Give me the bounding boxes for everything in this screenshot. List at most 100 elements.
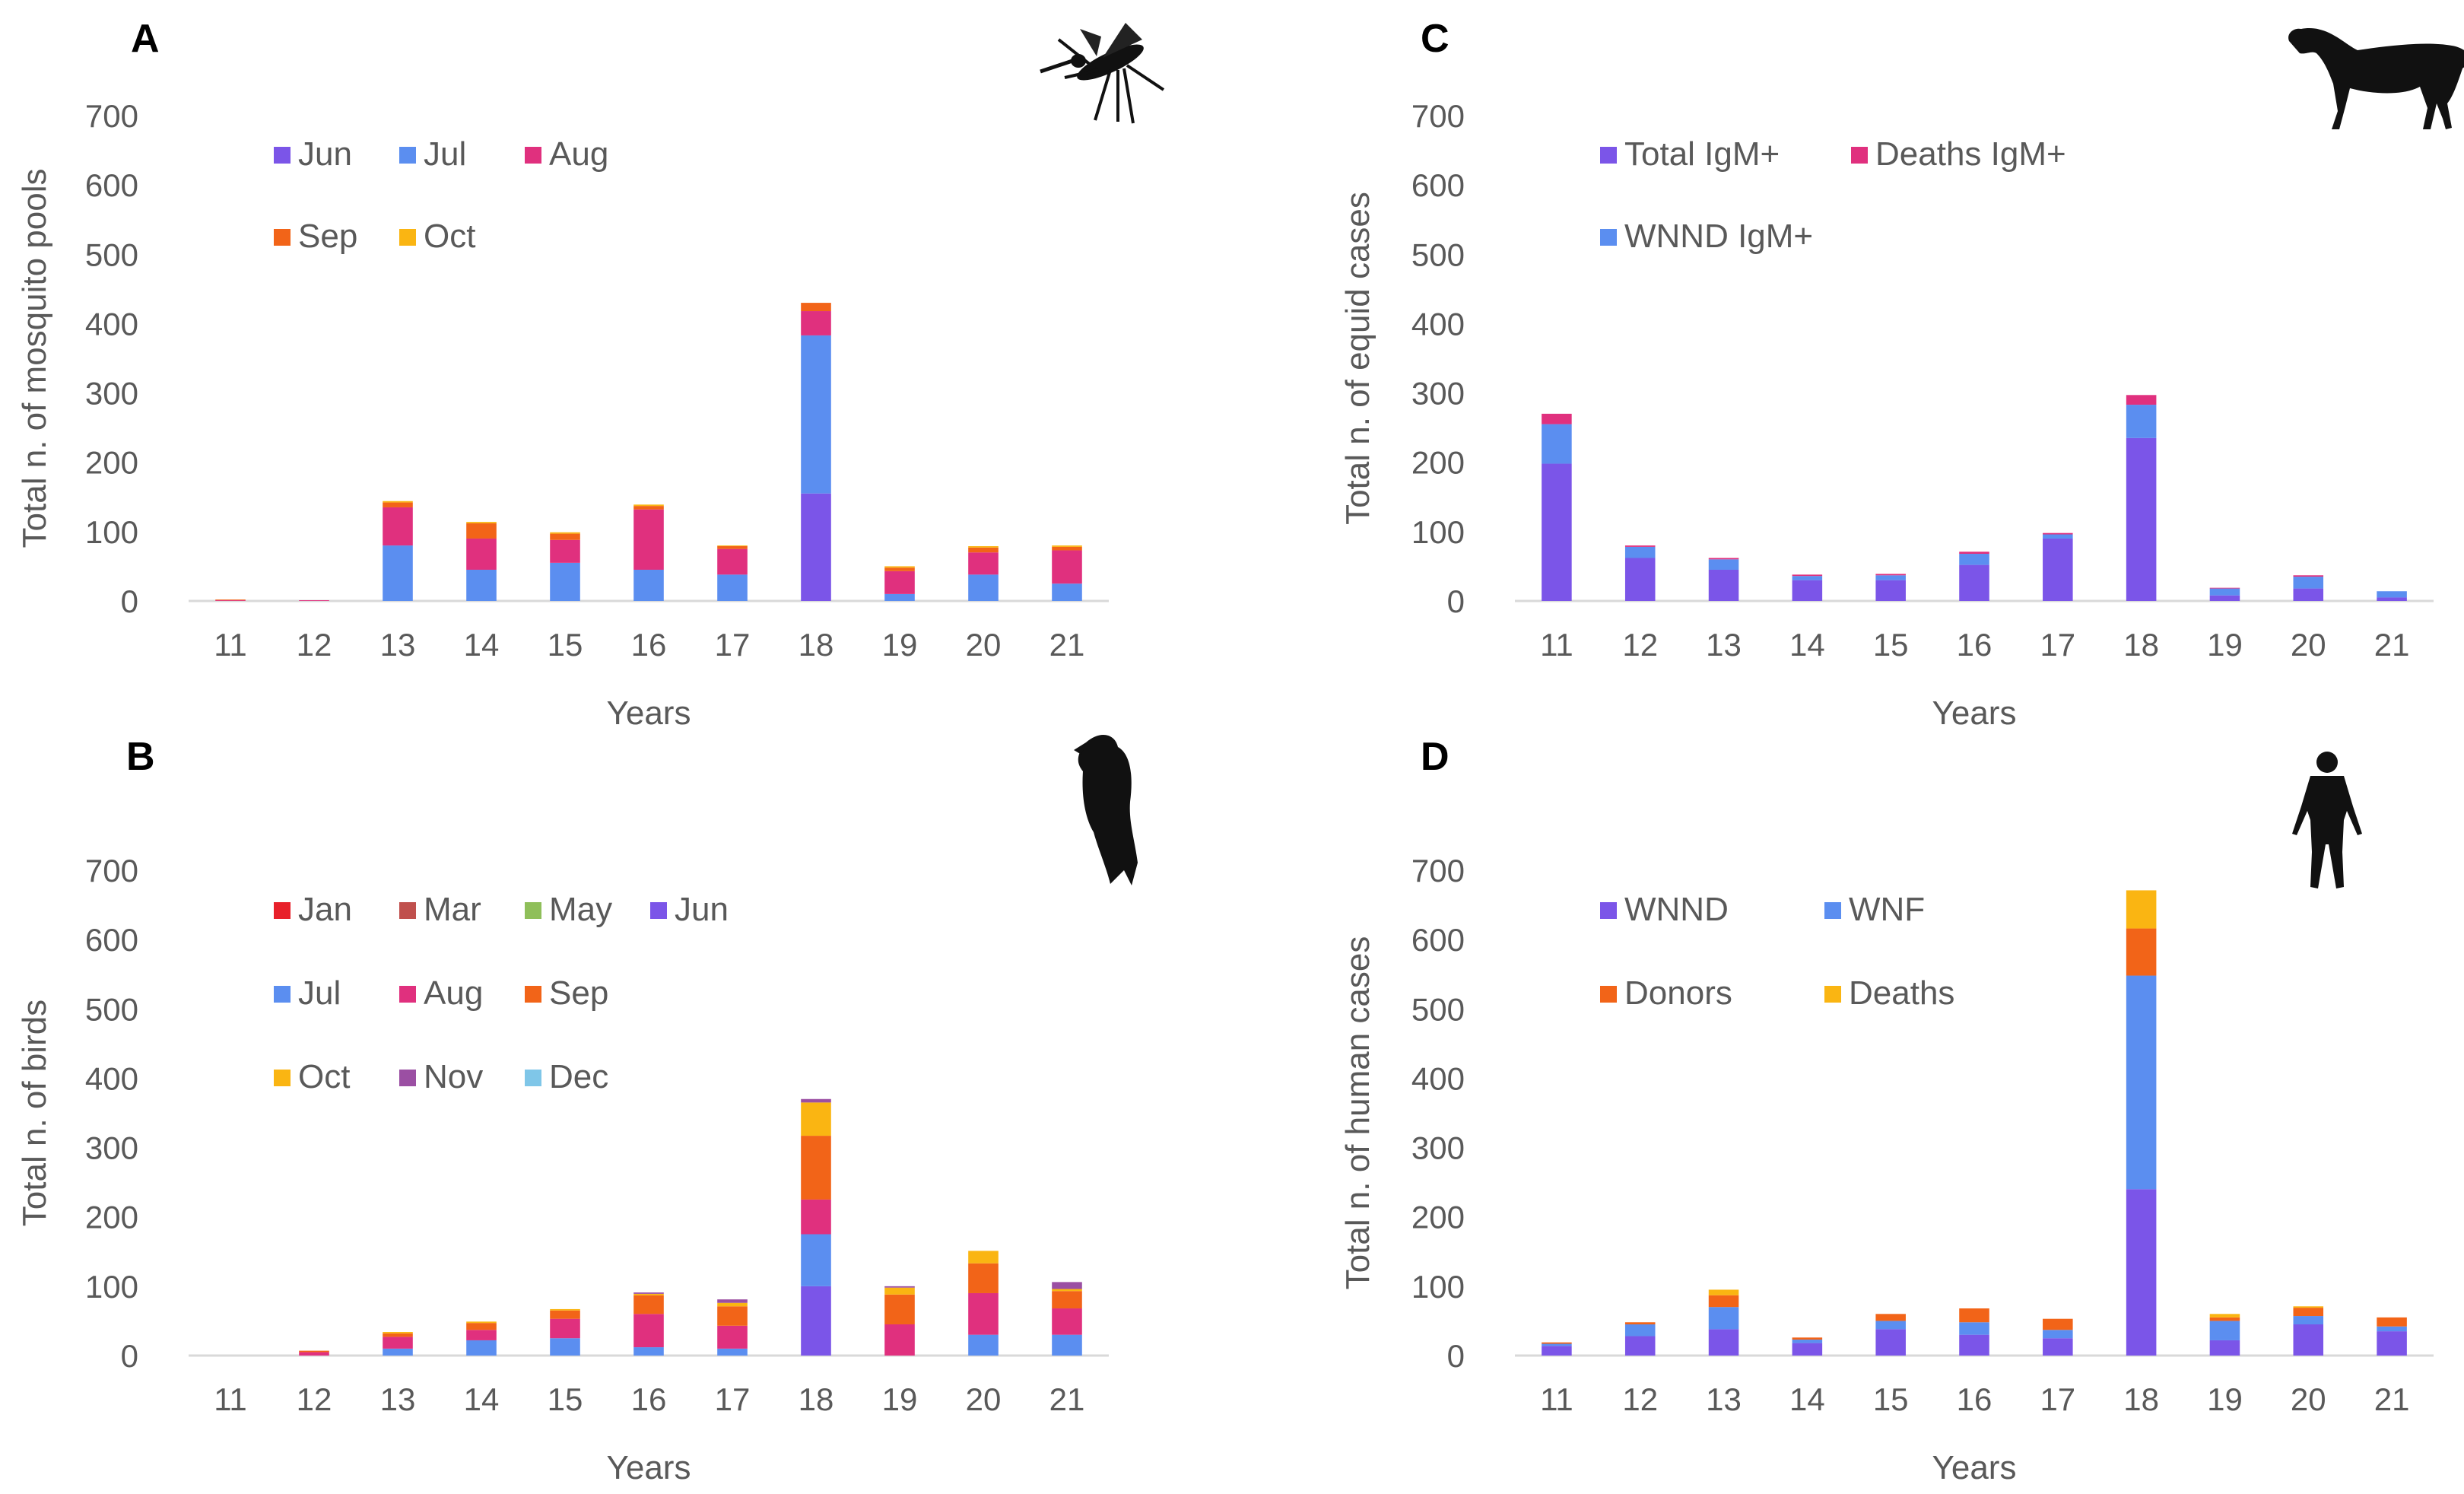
- chart-d-legend-label: Donors: [1624, 974, 1732, 1012]
- chart-b-x-tick-label: 13: [380, 1381, 416, 1417]
- chart-a-legend-swatch: [399, 229, 416, 246]
- chart-c-bar-segment: [1792, 580, 1823, 601]
- chart-b-bar-segment: [717, 1348, 748, 1356]
- chart-d-bar-segment: [1542, 1343, 1572, 1346]
- panel-letter-a: A: [131, 17, 160, 61]
- chart-d-legend-swatch: [1600, 902, 1617, 919]
- chart-c-bar-segment: [2126, 405, 2157, 438]
- chart-b-legend-swatch: [525, 1070, 541, 1086]
- chart-b-bar-segment: [383, 1332, 413, 1333]
- chart-a-bar-segment: [299, 600, 329, 601]
- chart-d-x-tick-label: 19: [2207, 1381, 2243, 1417]
- chart-a-bar-segment: [1052, 546, 1082, 551]
- chart-b-legend-label: Oct: [298, 1058, 350, 1095]
- chart-d-x-tick-label: 15: [1873, 1381, 1909, 1417]
- chart-plot-c: 0 100 200 300 400 500 600 700 11 12 13 14 15 16 17 18 19…: [1339, 98, 2434, 732]
- chart-b-bar-segment: [884, 1324, 915, 1356]
- chart-a-bar-segment: [884, 571, 915, 594]
- chart-b-bar-segment: [633, 1293, 664, 1295]
- chart-b-bar-segment: [1052, 1308, 1082, 1335]
- chart-b-bar-segment: [717, 1325, 748, 1349]
- chart-a-legend-label: Sep: [298, 218, 357, 255]
- chart-c-bar-segment: [2126, 395, 2157, 405]
- chart-d-legend-label: Deaths: [1849, 974, 1954, 1012]
- chart-b-bar-segment: [383, 1348, 413, 1356]
- chart-a-y-tick-label: 700: [85, 98, 138, 134]
- chart-b-bar-segment: [717, 1306, 748, 1326]
- chart-a-bar-segment: [1052, 545, 1082, 547]
- chart-c-x-tick-label: 15: [1873, 627, 1909, 663]
- chart-b-legend-swatch: [525, 902, 541, 919]
- chart-b-bar-segment: [550, 1310, 580, 1319]
- chart-b-legend-item: Mar: [399, 891, 481, 928]
- chart-b-x-tick-label: 12: [297, 1381, 332, 1417]
- chart-a-bar-segment: [1052, 583, 1082, 601]
- chart-b-x-axis-label: Years: [607, 1449, 691, 1486]
- chart-b-bar-segment: [299, 1350, 329, 1353]
- chart-b-legend-item: Jul: [274, 974, 341, 1012]
- chart-b-legend-swatch: [399, 1070, 416, 1086]
- chart-b-y-tick-label: 400: [85, 1060, 138, 1096]
- chart-b-legend-swatch: [274, 986, 291, 1003]
- chart-a-bar-segment: [215, 599, 246, 601]
- chart-c-legend-swatch: [1600, 229, 1617, 246]
- chart-d-bar-segment: [2043, 1318, 2073, 1330]
- chart-d-x-tick-label: 14: [1789, 1381, 1825, 1417]
- chart-b-bar-segment: [801, 1199, 831, 1235]
- chart-b-x-tick-label: 18: [799, 1381, 834, 1417]
- chart-c-legend-label: Deaths IgM+: [1875, 135, 2066, 173]
- chart-d-bar-segment: [1875, 1321, 1906, 1330]
- chart-d-y-tick-label: 600: [1411, 922, 1465, 958]
- panel-b-birds: B 0 100 200 300 400 500 600 700 11 12 13 14 15 16 17 18…: [16, 734, 1138, 1486]
- chart-a-bar-segment: [383, 507, 413, 546]
- chart-b-bar-segment: [717, 1302, 748, 1307]
- chart-b-legend-label: Jul: [298, 974, 341, 1012]
- chart-b-bar-segment: [884, 1294, 915, 1324]
- chart-b-legend-item: Sep: [525, 974, 608, 1012]
- chart-a-x-tick-label: 19: [882, 627, 918, 663]
- chart-c-bar-segment: [2043, 532, 2073, 535]
- chart-b-bar-segment: [801, 1098, 831, 1103]
- chart-c-legend-label: Total IgM+: [1624, 135, 1780, 173]
- chart-b-legend-label: Dec: [549, 1058, 608, 1095]
- chart-d-bar-segment: [1542, 1346, 1572, 1356]
- chart-c-bar-segment: [2293, 577, 2324, 589]
- chart-d-x-tick-label: 17: [2040, 1381, 2075, 1417]
- chart-c-bar-segment: [2043, 534, 2073, 539]
- chart-b-bar-segment: [550, 1318, 580, 1339]
- chart-a-x-tick-label: 20: [966, 627, 1002, 663]
- chart-b-bar-segment: [884, 1287, 915, 1295]
- chart-a-y-tick-label: 400: [85, 306, 138, 342]
- chart-d-bar-segment: [1708, 1295, 1739, 1308]
- chart-b-bar-segment: [633, 1292, 664, 1294]
- chart-a-bar-segment: [968, 547, 999, 553]
- panel-letter-d: D: [1421, 735, 1450, 779]
- chart-d-bar-segment: [1624, 1324, 1656, 1337]
- chart-a-bar-segment: [801, 335, 831, 494]
- chart-b-y-tick-label: 300: [85, 1130, 138, 1166]
- chart-b-bar-segment: [1052, 1291, 1082, 1309]
- chart-b-bar-segment: [1052, 1289, 1082, 1292]
- chart-a-x-tick-label: 16: [631, 627, 667, 663]
- chart-c-x-tick-label: 13: [1706, 627, 1742, 663]
- chart-d-x-tick-label: 21: [2374, 1381, 2410, 1417]
- chart-d-bar-segment: [1792, 1343, 1823, 1356]
- chart-d-bar-segment: [2126, 928, 2157, 976]
- chart-b-legend-label: Sep: [549, 974, 608, 1012]
- panel-c-equid-cases: C 0 100 200 300 400 500 600 700 11 12 13 14 15 16 17 18…: [1339, 17, 2464, 732]
- chart-c-x-tick-label: 21: [2374, 627, 2410, 663]
- chart-c-bar-segment: [2209, 595, 2240, 601]
- chart-c-bar-segment: [1542, 463, 1572, 601]
- chart-c-bar-segment: [2377, 597, 2407, 601]
- chart-b-y-tick-label: 200: [85, 1200, 138, 1235]
- chart-c-bar-segment: [2293, 588, 2324, 601]
- chart-d-bar-segment: [1708, 1329, 1739, 1356]
- chart-d-bar-segment: [2293, 1324, 2324, 1356]
- chart-b-bar-segment: [383, 1337, 413, 1349]
- chart-a-x-tick-label: 14: [464, 627, 500, 663]
- chart-c-bar-segment: [1875, 580, 1906, 601]
- chart-a-y-tick-label: 200: [85, 445, 138, 481]
- chart-d-bar-segment: [2126, 890, 2157, 929]
- chart-c-bar-segment: [1624, 546, 1656, 558]
- chart-d-legend-swatch: [1600, 986, 1617, 1003]
